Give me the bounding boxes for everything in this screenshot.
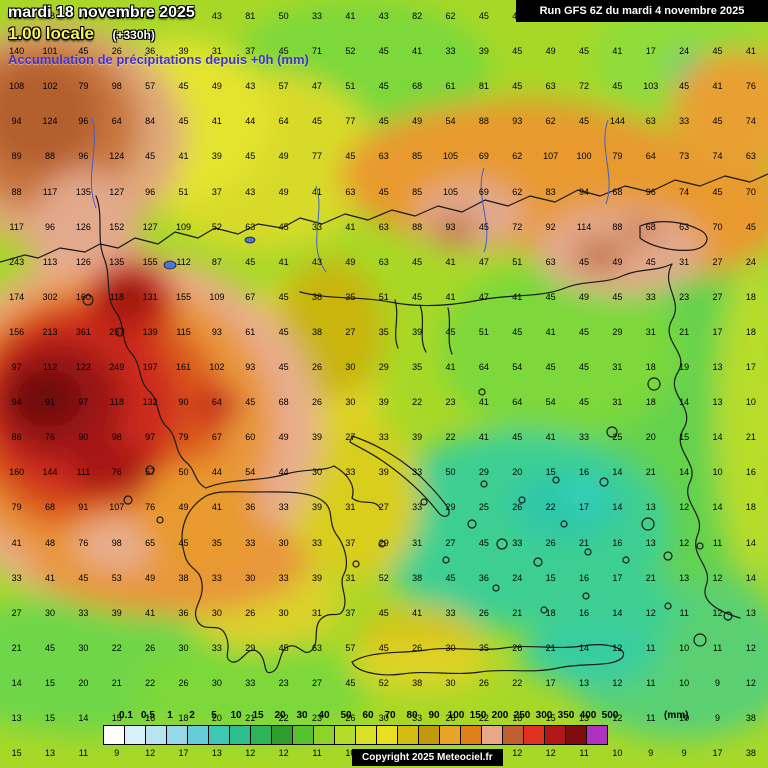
legend-threshold: 70 [384, 710, 396, 721]
legend-swatch [103, 725, 125, 745]
legend-swatch [523, 725, 545, 745]
river-1 [315, 185, 327, 273]
legend-threshold: 1 [167, 710, 173, 721]
legend-swatch [187, 725, 209, 745]
legend-swatch [439, 725, 461, 745]
legend-swatch [166, 725, 188, 745]
legend-swatch [313, 725, 335, 745]
legend-swatch [355, 725, 377, 745]
valid-date-label: mardi 18 novembre 2025 [8, 4, 195, 21]
valid-time-label: 1.00 locale [8, 24, 95, 43]
lake-1 [163, 260, 177, 270]
legend-threshold: 200 [491, 710, 509, 721]
legend-threshold: 15 [252, 710, 264, 721]
legend-swatch [250, 725, 272, 745]
legend-color-bar [103, 725, 608, 745]
legend-swatch [397, 725, 419, 745]
legend-threshold: 2 [189, 710, 195, 721]
north-aegean-coast [299, 287, 566, 307]
legend-swatch [565, 725, 587, 745]
border-line [0, 173, 768, 263]
peloponnese [181, 491, 348, 674]
copyright-box: Copyright 2025 Meteociel.fr [352, 749, 503, 766]
legend-swatch [292, 725, 314, 745]
legend-swatch [460, 725, 482, 745]
run-info-box: Run GFS 6Z du mardi 4 novembre 2025 [516, 0, 768, 22]
legend-swatch [271, 725, 293, 745]
legend-threshold: 50 [340, 710, 352, 721]
legend-swatch [145, 725, 167, 745]
legend-swatch [124, 725, 146, 745]
legend-threshold: 400 [579, 710, 597, 721]
chalkidiki-prong-1 [394, 299, 399, 349]
legend-threshold: 500 [601, 710, 619, 721]
legend-threshold: 30 [296, 710, 308, 721]
legend-threshold: 60 [362, 710, 374, 721]
legend-threshold: 100 [447, 710, 465, 721]
legend-threshold: 0.1 [119, 710, 133, 721]
map-subtitle: Accumulation de précipitations depuis +0… [8, 52, 309, 67]
valid-time-row: 1.00 locale (+330h) [8, 24, 309, 44]
river-2 [480, 167, 488, 253]
lake-2 [244, 236, 256, 244]
legend-threshold: 0.5 [141, 710, 155, 721]
crete [351, 644, 625, 676]
legend-threshold: 350 [557, 710, 575, 721]
legend-threshold: 20 [274, 710, 286, 721]
legend-swatch [502, 725, 524, 745]
thrace-coast [564, 263, 673, 289]
attica [333, 465, 381, 509]
legend-threshold: 250 [513, 710, 531, 721]
legend-swatch [418, 725, 440, 745]
river-4 [604, 119, 610, 205]
legend-swatch [544, 725, 566, 745]
legend-swatch [376, 725, 398, 745]
gulf-of-corinth [205, 465, 335, 489]
west-coast [95, 195, 207, 489]
legend-threshold: 40 [318, 710, 330, 721]
legend-threshold: 80 [406, 710, 418, 721]
forecast-offset-label: (+330h) [112, 28, 155, 42]
legend-swatch [229, 725, 251, 745]
euboea [349, 435, 450, 517]
legend-threshold-labels: 0.1 0.5 1 2 5 10 15 20 30 40 50 60 70 80 90 100 150 200 25… [104, 710, 656, 723]
legend-threshold: 300 [535, 710, 553, 721]
legend-swatch [481, 725, 503, 745]
sea-of-marmara [639, 221, 708, 251]
precip-legend: 0.1 0.5 1 2 5 10 15 20 30 40 50 60 70 80 90 100 150 200 25… [103, 710, 704, 750]
legend-threshold: 150 [469, 710, 487, 721]
chalkidiki-prong-2 [419, 304, 427, 353]
legend-threshold: 90 [428, 710, 440, 721]
legend-threshold: 10 [230, 710, 242, 721]
legend-threshold: 5 [211, 710, 217, 721]
chalkidiki-prong-3 [447, 307, 453, 355]
legend-swatch [334, 725, 356, 745]
legend-unit-label: (mm) [664, 710, 689, 721]
legend-swatch [586, 725, 608, 745]
river-3 [90, 117, 97, 209]
legend-swatch [208, 725, 230, 745]
turkey-west-coast [667, 263, 741, 619]
map-header: mardi 18 novembre 2025 1.00 locale (+330… [8, 4, 309, 67]
